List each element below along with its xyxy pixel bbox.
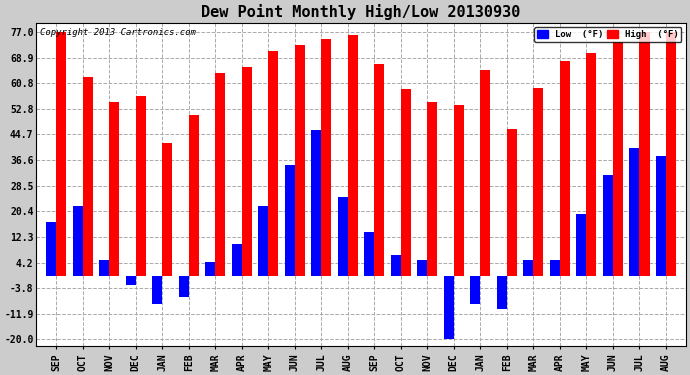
Bar bbox=[497, 276, 507, 309]
Bar bbox=[666, 32, 676, 276]
Bar bbox=[56, 32, 66, 276]
Bar bbox=[427, 102, 437, 276]
Bar bbox=[471, 276, 480, 304]
Bar bbox=[375, 64, 384, 276]
Bar bbox=[136, 96, 146, 276]
Bar bbox=[480, 70, 491, 276]
Bar bbox=[72, 206, 83, 276]
Bar bbox=[364, 232, 375, 276]
Bar bbox=[285, 165, 295, 276]
Title: Dew Point Monthly High/Low 20130930: Dew Point Monthly High/Low 20130930 bbox=[201, 4, 521, 20]
Bar bbox=[444, 276, 454, 339]
Bar bbox=[215, 74, 226, 276]
Bar bbox=[629, 148, 640, 276]
Bar bbox=[268, 51, 278, 276]
Bar bbox=[507, 129, 517, 276]
Bar bbox=[417, 260, 427, 276]
Bar bbox=[205, 262, 215, 276]
Bar bbox=[189, 114, 199, 276]
Bar bbox=[311, 130, 322, 276]
Bar bbox=[640, 32, 649, 276]
Bar bbox=[337, 197, 348, 276]
Bar bbox=[46, 222, 56, 276]
Bar bbox=[656, 156, 666, 276]
Bar bbox=[295, 45, 305, 276]
Bar bbox=[179, 276, 189, 297]
Bar bbox=[401, 89, 411, 276]
Bar bbox=[258, 206, 268, 276]
Bar bbox=[576, 214, 586, 276]
Bar bbox=[348, 35, 358, 276]
Text: Copyright 2013 Cartronics.com: Copyright 2013 Cartronics.com bbox=[39, 28, 195, 37]
Bar bbox=[560, 61, 570, 276]
Bar bbox=[523, 260, 533, 276]
Bar bbox=[322, 39, 331, 276]
Bar bbox=[232, 244, 241, 276]
Bar bbox=[152, 276, 162, 304]
Bar bbox=[99, 260, 109, 276]
Bar bbox=[126, 276, 136, 285]
Bar bbox=[586, 53, 596, 276]
Bar bbox=[162, 143, 172, 276]
Bar bbox=[83, 76, 92, 276]
Legend: Low  (°F), High  (°F): Low (°F), High (°F) bbox=[534, 27, 681, 42]
Bar bbox=[241, 67, 252, 276]
Bar bbox=[454, 105, 464, 276]
Bar bbox=[533, 88, 544, 276]
Bar bbox=[391, 255, 401, 276]
Bar bbox=[550, 260, 560, 276]
Bar bbox=[603, 175, 613, 276]
Bar bbox=[613, 42, 623, 276]
Bar bbox=[109, 102, 119, 276]
